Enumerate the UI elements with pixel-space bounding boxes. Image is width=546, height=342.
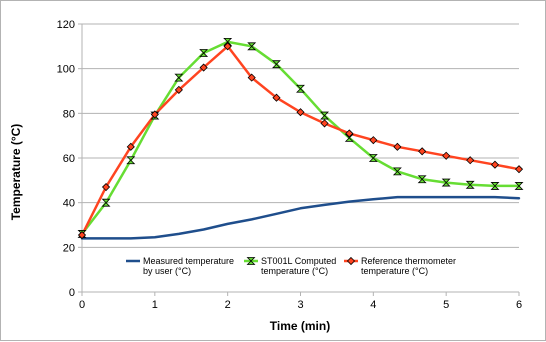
data-point-series-2	[417, 175, 427, 184]
data-point-series-2	[126, 156, 136, 165]
y-tick-label: 20	[63, 242, 75, 254]
data-point-series-3	[247, 73, 256, 82]
y-axis-title: Temperature (°C)	[9, 124, 23, 221]
data-point-series-2	[296, 84, 305, 93]
data-point-series-3	[199, 63, 208, 72]
data-point-series-3	[442, 151, 451, 160]
x-axis-title: Time (min)	[270, 319, 330, 333]
data-point-series-3	[77, 230, 87, 240]
data-point-series-3	[393, 142, 402, 151]
data-point-series-2	[514, 182, 524, 190]
y-tick-label: 60	[63, 153, 75, 165]
legend-marker-2	[246, 257, 256, 265]
data-point-series-3	[296, 108, 305, 117]
x-tick-label: 4	[370, 299, 376, 311]
legend-marker-3	[346, 256, 356, 266]
data-point-series-2	[247, 42, 257, 51]
series-lines	[80, 40, 521, 240]
data-point-series-3	[490, 160, 500, 169]
legend-label-1: Measured temperature	[143, 256, 234, 266]
data-point-series-2	[320, 111, 330, 120]
axes	[78, 23, 520, 296]
x-tick-label: 2	[225, 299, 231, 311]
data-point-series-3	[369, 136, 378, 145]
data-point-series-2	[441, 178, 451, 187]
data-point-series-3	[174, 85, 183, 94]
x-tick-labels: 0 1 2 3 4 5 6	[79, 299, 522, 311]
x-tick-label: 0	[79, 299, 85, 311]
data-point-series-3	[272, 93, 281, 102]
legend-label-2: ST001L Computed	[261, 256, 336, 266]
data-point-series-2	[465, 180, 475, 189]
data-point-series-2	[271, 60, 281, 69]
legend-label-3: temperature (°C)	[361, 266, 428, 276]
y-tick-label: 0	[69, 287, 75, 299]
series-line-1	[80, 195, 521, 240]
legend-label-2: temperature (°C)	[261, 266, 328, 276]
data-point-series-3	[514, 165, 524, 174]
data-point-series-3	[101, 182, 111, 192]
y-tick-label: 100	[57, 64, 75, 76]
legend-label-3: Reference thermometer	[361, 256, 456, 266]
data-point-series-3	[345, 129, 354, 138]
data-point-series-2	[223, 37, 233, 46]
data-point-series-3	[320, 119, 329, 128]
data-point-series-2	[490, 182, 500, 190]
data-point-series-2	[368, 154, 378, 162]
data-point-series-3	[418, 147, 427, 156]
data-point-series-2	[174, 73, 184, 82]
y-tick-labels: 0 20 40 60 80 100 120	[57, 19, 75, 299]
y-tick-label: 80	[63, 108, 75, 120]
legend-label-1: by user (°C)	[143, 266, 191, 276]
x-tick-label: 6	[516, 299, 522, 311]
series-markers	[77, 37, 524, 240]
x-tick-label: 3	[297, 299, 303, 311]
series-line-2	[80, 40, 521, 236]
data-point-series-2	[392, 167, 402, 176]
data-point-series-2	[199, 49, 209, 57]
data-point-series-3	[223, 42, 232, 51]
data-point-series-3	[150, 110, 159, 119]
x-tick-label: 5	[443, 299, 449, 311]
series-line-3	[80, 45, 521, 237]
data-point-series-3	[466, 156, 475, 165]
grid-lines	[82, 23, 519, 248]
x-tick-label: 1	[152, 299, 158, 311]
data-point-series-3	[126, 142, 135, 151]
data-point-series-2	[101, 198, 111, 207]
y-tick-label: 40	[63, 198, 75, 210]
y-tick-label: 120	[57, 19, 75, 31]
